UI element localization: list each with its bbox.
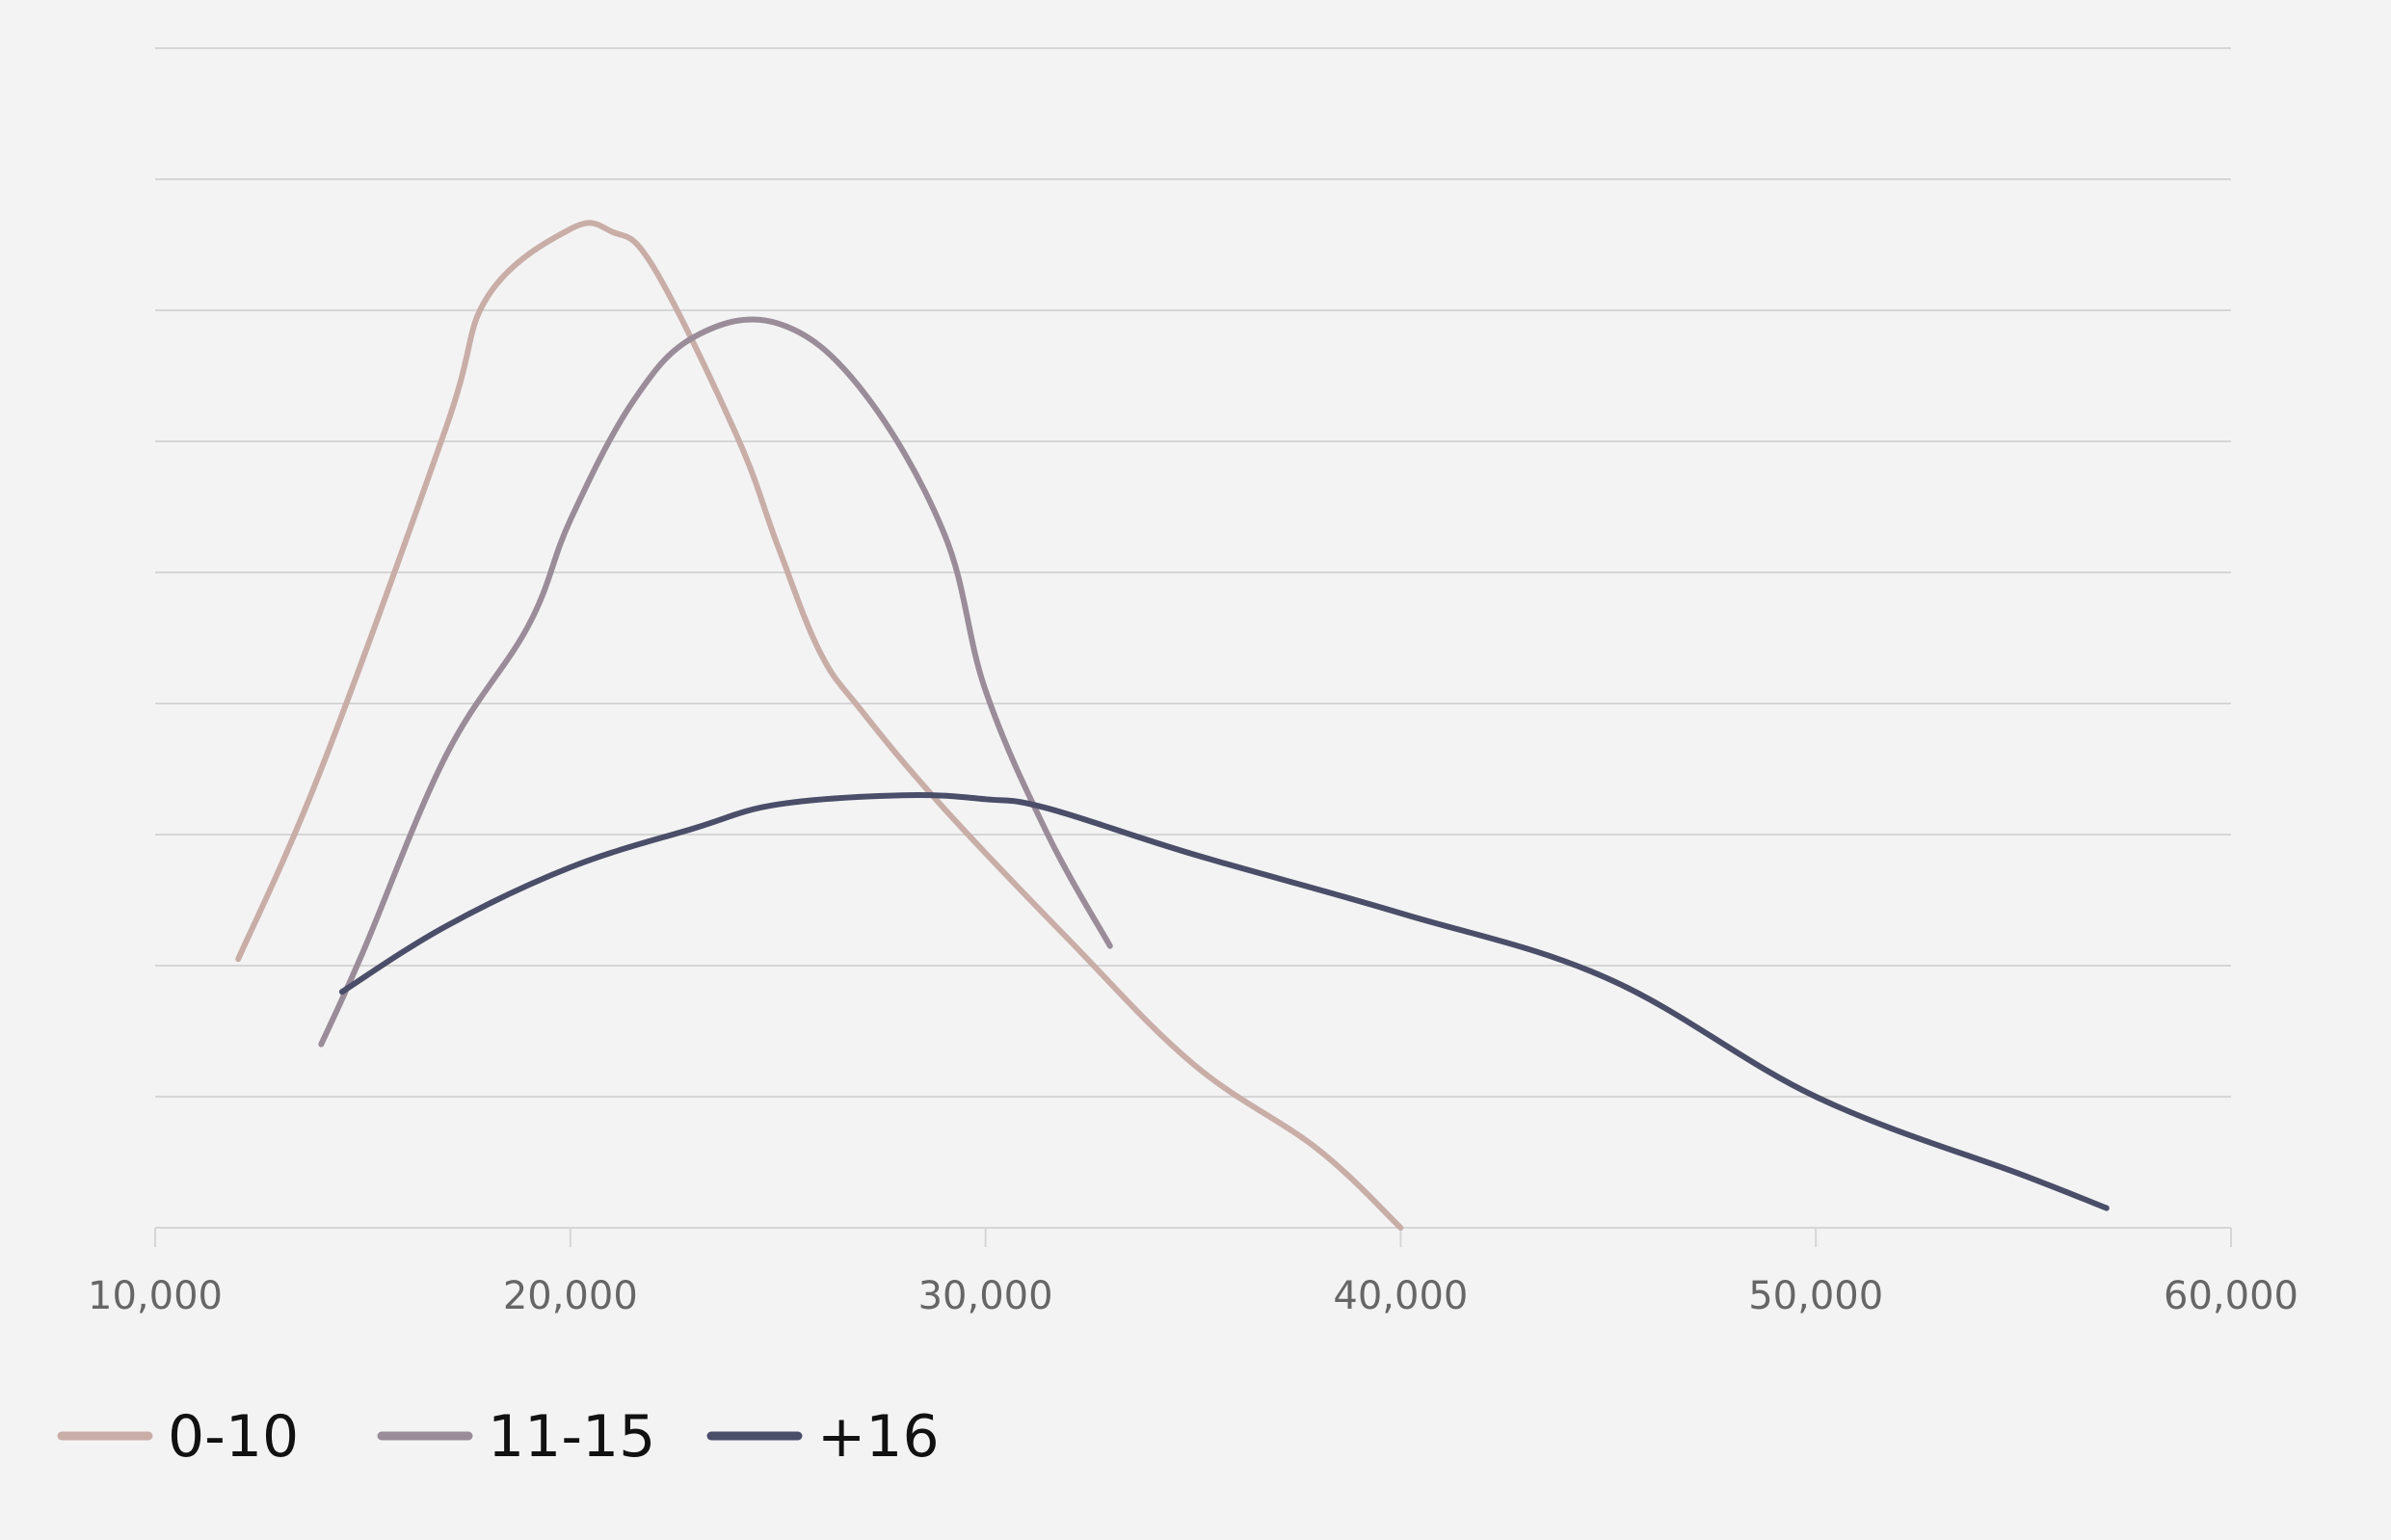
x-tick-label: 40,000 <box>1333 1274 1468 1318</box>
legend-label: +16 <box>817 1403 940 1471</box>
series-line-0 <box>235 220 1404 1231</box>
legend-label: 11-15 <box>488 1403 655 1471</box>
gridlines <box>155 47 2231 1229</box>
x-tick-label: 20,000 <box>503 1274 638 1318</box>
series-line-1 <box>318 316 1113 1048</box>
x-tick-label: 10,000 <box>88 1274 223 1318</box>
legend-label: 0-10 <box>168 1403 299 1471</box>
x-tick-label: 60,000 <box>2164 1274 2298 1318</box>
series-lines <box>235 220 2110 1231</box>
series-line-2 <box>338 792 2110 1211</box>
x-axis: 10,000 20,000 30,000 40,000 50,000 60,000 <box>88 1228 2298 1318</box>
legend: 0-10 11-15 +16 <box>57 1403 940 1471</box>
x-tick-label: 50,000 <box>1748 1274 1883 1318</box>
x-tick-label: 30,000 <box>918 1274 1053 1318</box>
